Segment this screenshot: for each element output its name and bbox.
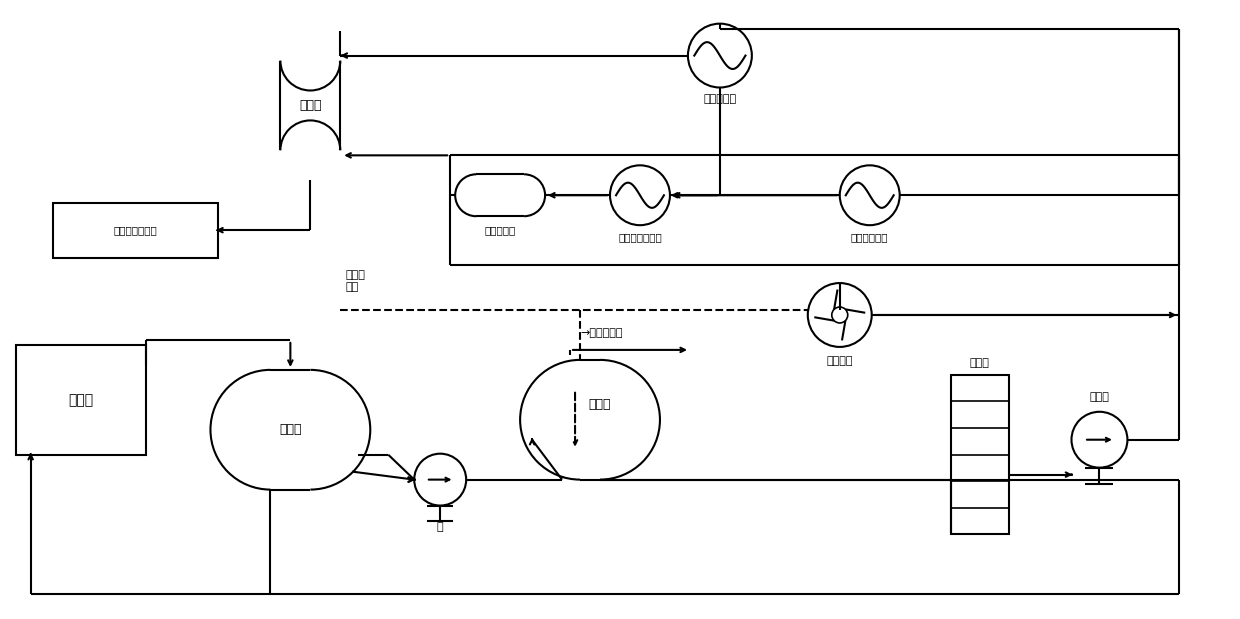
Text: 热解冷却器: 热解冷却器	[703, 95, 737, 105]
Text: 高压泵: 高压泵	[1090, 392, 1110, 402]
Text: →尾气去火炬: →尾气去火炬	[580, 328, 622, 338]
Bar	[53, 203, 218, 258]
Text: 缓冲罐: 缓冲罐	[299, 99, 321, 112]
Text: 泵: 泵	[436, 522, 444, 532]
Text: 沉降罐: 沉降罐	[589, 398, 611, 411]
Text: 压缩风机: 压缩风机	[827, 356, 853, 366]
Text: 热解预换热器: 热解预换热器	[851, 232, 889, 242]
Text: 氧化剂
空气: 氧化剂 空气	[345, 271, 366, 292]
Bar	[16, 345, 145, 455]
Text: 热解处理后废水: 热解处理后废水	[114, 225, 157, 235]
Bar	[951, 375, 1008, 534]
Text: 热解反应器: 热解反应器	[485, 225, 516, 235]
Text: 缓冲罐: 缓冲罐	[279, 423, 301, 436]
Text: 热解热油换热器: 热解热油换热器	[618, 232, 662, 242]
Text: 洗涂釜: 洗涂釜	[68, 393, 93, 407]
Text: 预热器: 预热器	[970, 358, 990, 368]
